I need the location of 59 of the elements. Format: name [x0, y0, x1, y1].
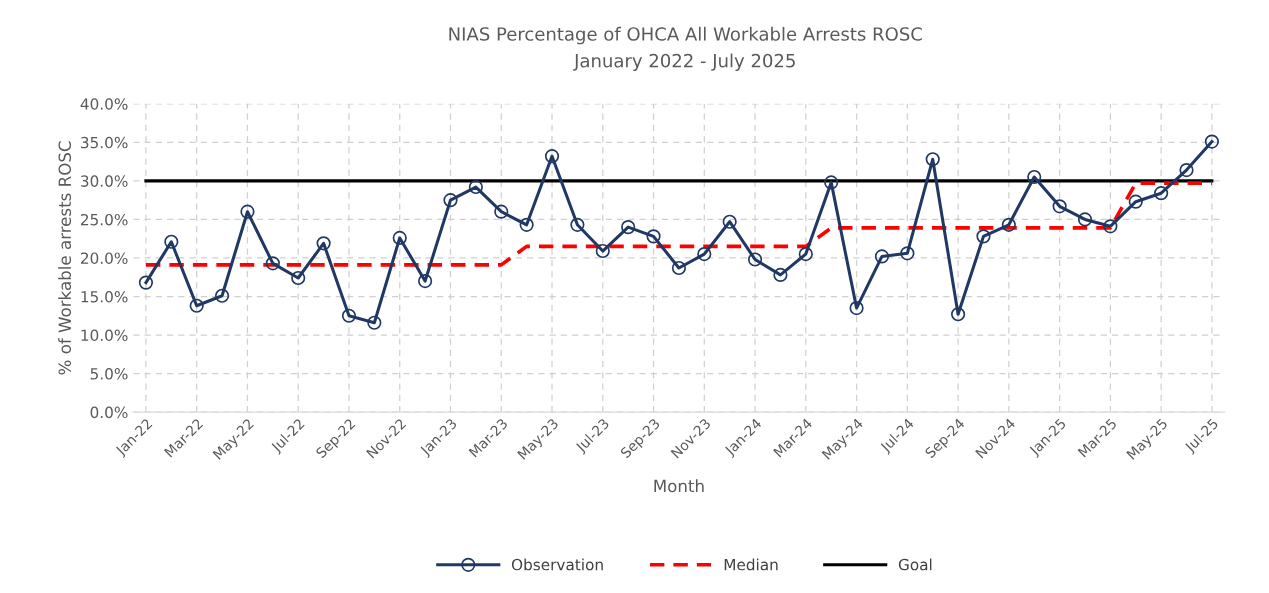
point [570, 217, 585, 232]
point [240, 204, 255, 219]
point [595, 243, 610, 259]
point [722, 214, 737, 229]
y-tick-label: 30.0% [81, 175, 128, 187]
point [1103, 219, 1118, 234]
point [519, 217, 534, 232]
point [747, 252, 763, 267]
y-axis-title: % of Workable arrests ROSC [58, 141, 72, 375]
point [697, 247, 712, 262]
y-tick-label: 20.0% [80, 252, 128, 264]
point [1204, 134, 1219, 149]
point [646, 229, 661, 244]
point [671, 260, 687, 276]
y-tick-label: 5.0% [90, 368, 128, 380]
y-tick-label: 35.0% [81, 136, 128, 149]
point [976, 229, 991, 244]
point [824, 175, 839, 190]
point [1128, 194, 1143, 209]
chart-title: NIAS Percentage of OHCA All Workable Arrests ROSC [449, 26, 922, 45]
point [494, 204, 509, 219]
point [367, 315, 382, 330]
legend-label: Observation [511, 558, 603, 571]
point [189, 298, 204, 313]
point [265, 256, 280, 271]
point [1154, 186, 1169, 201]
x-axis-title: Month [654, 479, 704, 493]
point [1077, 212, 1093, 227]
point [1052, 199, 1067, 214]
point [443, 193, 458, 208]
point [468, 179, 483, 195]
point [925, 152, 940, 167]
point [1179, 162, 1194, 178]
chart-subtitle: January 2022 - July 2025 [573, 53, 795, 71]
point [1001, 217, 1016, 232]
point [951, 307, 966, 322]
point [874, 249, 890, 264]
point [392, 230, 407, 245]
point [1027, 169, 1042, 185]
point [214, 288, 230, 303]
point [773, 267, 788, 283]
point [798, 247, 813, 262]
point [849, 300, 864, 316]
y-tick-label: 0.0% [90, 406, 128, 419]
point [900, 246, 915, 261]
point [544, 149, 560, 164]
point [341, 308, 357, 323]
y-tick-label: 10.0% [81, 329, 128, 342]
point [621, 220, 636, 235]
y-tick-label: 25.0% [80, 213, 128, 226]
y-tick-label: 40.0% [80, 98, 128, 110]
y-tick-label: 15.0% [81, 290, 128, 303]
legend-label: Median [724, 558, 778, 571]
point [418, 273, 433, 289]
point [138, 275, 154, 290]
point [164, 234, 179, 249]
point [291, 270, 306, 286]
legend-label: Goal [898, 558, 932, 571]
point [316, 236, 331, 251]
